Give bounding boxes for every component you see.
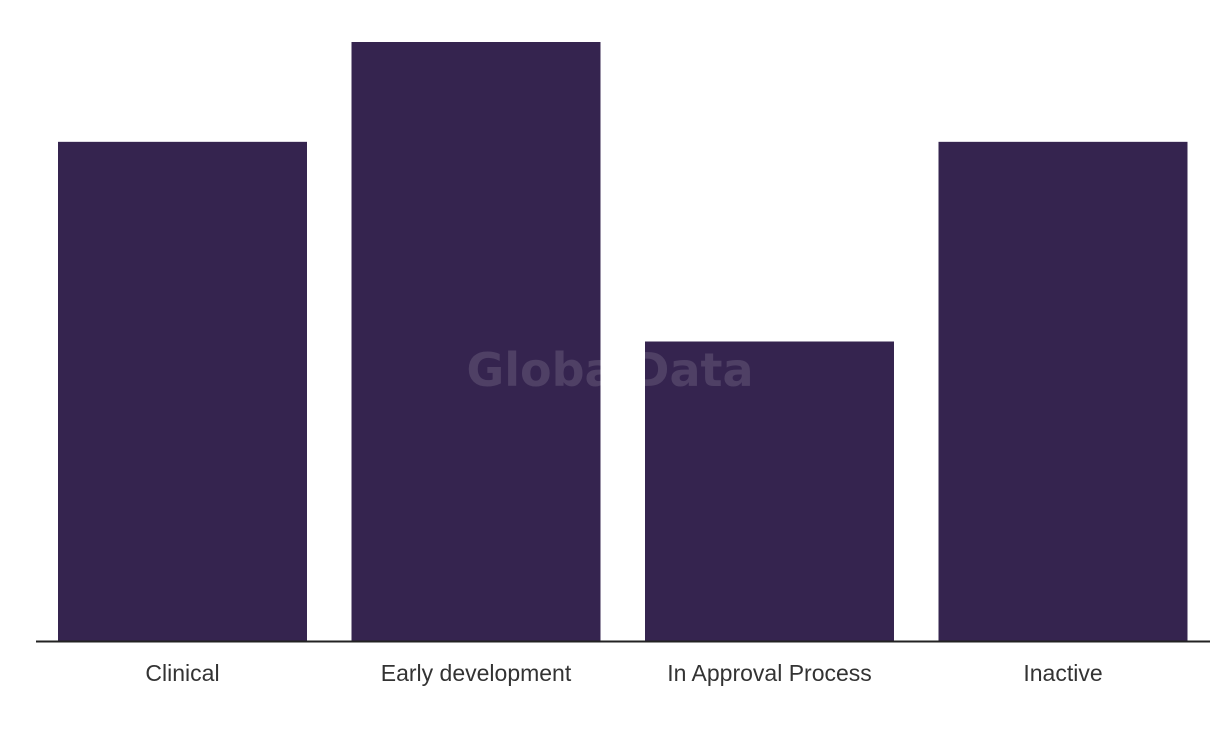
x-tick-label: Inactive — [1023, 660, 1102, 686]
bar-clinical — [58, 141, 307, 642]
bars-group — [58, 42, 1188, 642]
bar-early-development — [351, 42, 601, 641]
bar-in-approval-process — [645, 341, 894, 641]
x-tick-label: Early development — [381, 660, 572, 686]
x-tick-labels: Clinical Early development In Approval Pro… — [145, 660, 1102, 686]
bar-inactive — [938, 141, 1188, 642]
x-tick-label: Clinical — [145, 660, 219, 686]
watermark-text: GlobalData — [466, 343, 753, 397]
x-tick-label: In Approval Process — [667, 660, 872, 686]
